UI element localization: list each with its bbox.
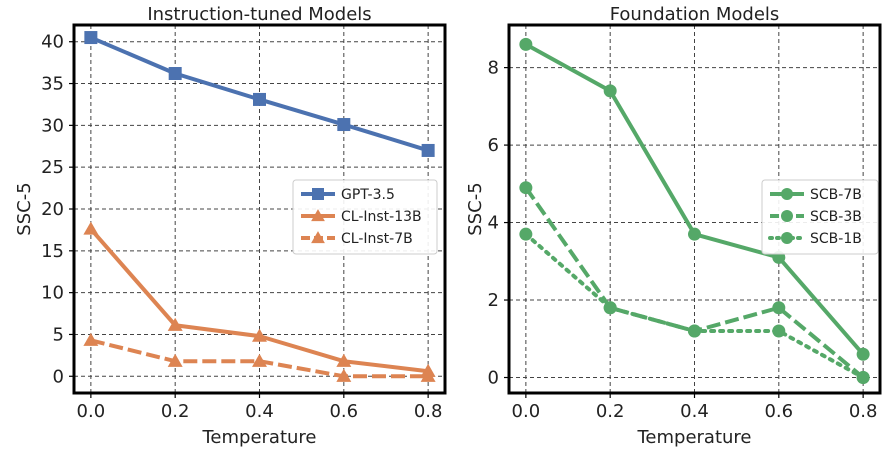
chart-title: Instruction-tuned Models <box>147 4 371 25</box>
data-point-scb-1b <box>519 227 533 241</box>
data-point-cl-inst-13b <box>252 328 267 342</box>
legend-marker-cl-inst-13b <box>311 209 325 222</box>
legend-marker-gpt-3-5 <box>312 188 324 200</box>
x-axis-label: Temperature <box>201 427 316 448</box>
series-scb-1b <box>519 227 870 385</box>
legend-label-scb-7b: SCB-7B <box>810 187 862 203</box>
legend-marker-scb-1b <box>781 232 793 244</box>
y-tick-label: 15 <box>41 241 64 262</box>
legend: SCB-7B SCB-3B SCB-1B <box>761 179 879 255</box>
data-point-scb-7b <box>519 37 533 51</box>
data-point-cl-inst-7b <box>252 353 267 367</box>
data-point-cl-inst-13b <box>336 353 352 367</box>
data-point-scb-3b <box>772 301 786 315</box>
y-tick-label: 4 <box>488 213 499 234</box>
data-point-scb-7b <box>856 347 870 361</box>
x-tick-label: 0.2 <box>596 401 625 422</box>
data-point-scb-7b <box>603 84 617 98</box>
data-point-gpt-3-5 <box>421 143 435 157</box>
y-axis-label: SSC-5 <box>14 182 35 235</box>
chart-title: Foundation Models <box>610 4 780 25</box>
y-tick-label: 40 <box>41 32 64 53</box>
legend-marker-scb-7b <box>781 188 793 200</box>
data-point-cl-inst-7b <box>420 368 436 382</box>
series-gpt-3-5 <box>84 31 435 157</box>
legend-label-gpt-3-5: GPT-3.5 <box>341 187 395 203</box>
x-tick-label: 0.2 <box>161 401 190 422</box>
x-axis-label: Temperature <box>636 427 751 448</box>
y-tick-label: 10 <box>41 283 64 304</box>
x-tick-label: 0.6 <box>329 401 358 422</box>
data-point-scb-7b <box>688 227 701 241</box>
x-tick-label: 0.8 <box>414 401 443 422</box>
y-axis-label: SSC-5 <box>465 182 486 235</box>
data-point-scb-1b <box>603 301 617 315</box>
legend-label-cl-inst-7b: CL-Inst-7B <box>341 231 413 247</box>
y-tick-label: 30 <box>41 115 64 136</box>
y-tick-label: 2 <box>488 290 499 311</box>
y-tick-label: 0 <box>53 366 64 387</box>
legend-marker-cl-inst-7b <box>311 231 325 244</box>
y-tick-label: 25 <box>41 157 64 178</box>
x-tick-label: 0.6 <box>764 401 793 422</box>
data-point-cl-inst-13b <box>83 221 99 235</box>
data-point-gpt-3-5 <box>253 92 266 106</box>
series-cl-inst-7b <box>83 332 436 382</box>
x-tick-label: 0.0 <box>77 401 106 422</box>
legend-label-scb-1b: SCB-1B <box>810 231 862 247</box>
data-point-cl-inst-7b <box>336 368 352 382</box>
series-scb-7b <box>519 37 870 361</box>
data-point-gpt-3-5 <box>337 118 351 132</box>
x-tick-label: 0.8 <box>849 401 878 422</box>
legend-box <box>292 179 438 255</box>
data-point-scb-1b <box>856 371 870 385</box>
data-point-cl-inst-13b <box>167 317 183 331</box>
y-tick-label: 20 <box>41 199 64 220</box>
y-tick-label: 8 <box>488 58 499 79</box>
data-point-gpt-3-5 <box>168 67 182 81</box>
y-tick-label: 6 <box>488 135 499 156</box>
chart-panel-2: 0.0 0.2 0.4 0.6 0.8 0 2 4 6 8 Foundation Models Tem… <box>465 4 882 448</box>
series-cl-inst-13b <box>83 221 436 377</box>
y-tick-label: 0 <box>488 368 499 389</box>
y-tick-label: 5 <box>53 324 64 345</box>
chart-panel-1: 0.0 0.2 0.4 0.6 0.8 0 5 10 15 20 25 30 35 40 Instructi… <box>14 4 447 448</box>
legend-marker-scb-3b <box>781 210 793 222</box>
legend-label-cl-inst-13b: CL-Inst-13B <box>341 209 422 225</box>
data-point-scb-3b <box>519 181 533 195</box>
data-point-scb-1b <box>772 324 786 338</box>
data-point-gpt-3-5 <box>84 31 98 45</box>
data-point-cl-inst-7b <box>167 353 183 367</box>
x-tick-label: 0.0 <box>512 401 541 422</box>
y-tick-label: 35 <box>41 74 64 95</box>
data-point-cl-inst-7b <box>83 332 99 346</box>
x-tick-label: 0.4 <box>680 401 709 422</box>
legend-label-scb-3b: SCB-3B <box>810 209 862 225</box>
legend: GPT-3.5 CL-Inst-13B CL-Inst-7B <box>292 179 438 255</box>
x-tick-label: 0.4 <box>245 401 274 422</box>
data-point-scb-1b <box>688 324 701 338</box>
